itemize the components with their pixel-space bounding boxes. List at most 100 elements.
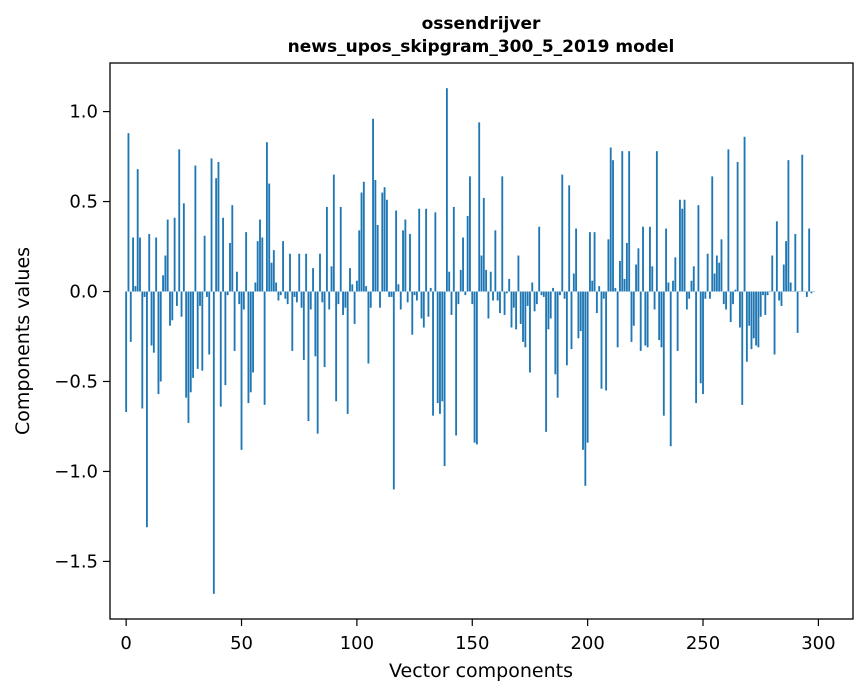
bar-139 (446, 88, 448, 291)
bar-84 (319, 254, 321, 292)
bar-148 (467, 216, 469, 292)
bar-242 (684, 200, 686, 292)
bar-191 (566, 292, 568, 366)
bar-68 (282, 241, 284, 291)
bar-154 (481, 256, 483, 292)
bar-2 (130, 292, 132, 342)
bar-217 (626, 243, 628, 292)
bar-53 (248, 292, 250, 404)
bar-79 (308, 292, 310, 422)
bar-260 (725, 292, 727, 310)
bar-132 (430, 288, 432, 292)
bar-180 (541, 292, 543, 296)
bar-149 (469, 176, 471, 291)
bar-158 (490, 272, 492, 292)
bar-169 (515, 292, 517, 330)
bar-15 (160, 292, 162, 382)
bar-0 (125, 292, 127, 413)
bar-255 (714, 274, 716, 292)
bar-30 (194, 166, 196, 292)
bar-277 (764, 292, 766, 315)
bar-5 (137, 169, 139, 291)
bar-280 (771, 256, 773, 292)
bar-293 (801, 155, 803, 292)
bar-12 (153, 292, 155, 353)
bar-144 (458, 292, 460, 305)
bar-233 (663, 292, 665, 416)
x-tick-label: 150 (455, 633, 489, 654)
bar-124 (411, 292, 413, 335)
bar-32 (199, 292, 201, 306)
bar-177 (534, 292, 536, 312)
x-tick-label: 200 (570, 633, 604, 654)
bar-272 (753, 292, 755, 339)
bar-208 (605, 292, 607, 391)
bar-9 (146, 292, 148, 528)
bar-22 (176, 292, 178, 306)
bar-239 (677, 292, 679, 351)
bar-45 (229, 243, 231, 292)
bar-197 (580, 292, 582, 332)
bar-70 (287, 292, 289, 305)
x-tick-label: 300 (801, 633, 835, 654)
bar-221 (635, 265, 637, 292)
bar-43 (224, 292, 226, 386)
bar-216 (624, 279, 626, 292)
bar-287 (787, 160, 789, 291)
bar-159 (492, 292, 494, 301)
bar-210 (610, 148, 612, 292)
bar-92 (338, 292, 340, 305)
bar-254 (711, 176, 713, 291)
bar-131 (428, 292, 430, 317)
bar-74 (296, 292, 298, 303)
bar-165 (506, 292, 508, 294)
bar-36 (208, 292, 210, 355)
bar-126 (416, 292, 418, 301)
bar-142 (453, 207, 455, 292)
bar-83 (317, 292, 319, 434)
bar-192 (568, 185, 570, 291)
bar-120 (402, 230, 404, 291)
bar-231 (658, 292, 660, 341)
bar-176 (531, 283, 533, 292)
bar-268 (744, 137, 746, 292)
bar-249 (700, 292, 702, 384)
bar-251 (704, 292, 706, 299)
bar-7 (141, 292, 143, 409)
bar-21 (174, 218, 176, 292)
bar-269 (746, 292, 748, 362)
bar-1 (128, 133, 130, 291)
bar-61 (266, 142, 268, 291)
bar-151 (474, 292, 476, 443)
bar-90 (333, 175, 335, 292)
bar-290 (794, 234, 796, 292)
bar-212 (614, 288, 616, 292)
bar-46 (231, 205, 233, 291)
bar-13 (155, 238, 157, 292)
bar-182 (545, 292, 547, 432)
x-tick-label: 250 (686, 633, 720, 654)
bar-196 (577, 292, 579, 339)
bar-283 (778, 292, 780, 301)
bar-228 (651, 266, 653, 291)
bar-188 (559, 292, 561, 296)
bar-156 (485, 270, 487, 292)
bar-200 (587, 292, 589, 443)
bar-273 (755, 292, 757, 346)
bar-297 (811, 292, 813, 294)
bar-248 (697, 205, 699, 291)
bar-219 (631, 292, 633, 342)
bar-157 (488, 292, 490, 319)
bar-121 (404, 220, 406, 292)
bar-271 (751, 292, 753, 350)
bar-171 (520, 292, 522, 324)
bar-86 (324, 292, 326, 368)
bar-243 (686, 292, 688, 310)
bar-204 (596, 292, 598, 314)
bar-106 (370, 292, 372, 308)
bar-88 (328, 292, 330, 310)
bar-82 (314, 292, 316, 357)
bar-198 (582, 292, 584, 450)
bar-194 (573, 274, 575, 292)
